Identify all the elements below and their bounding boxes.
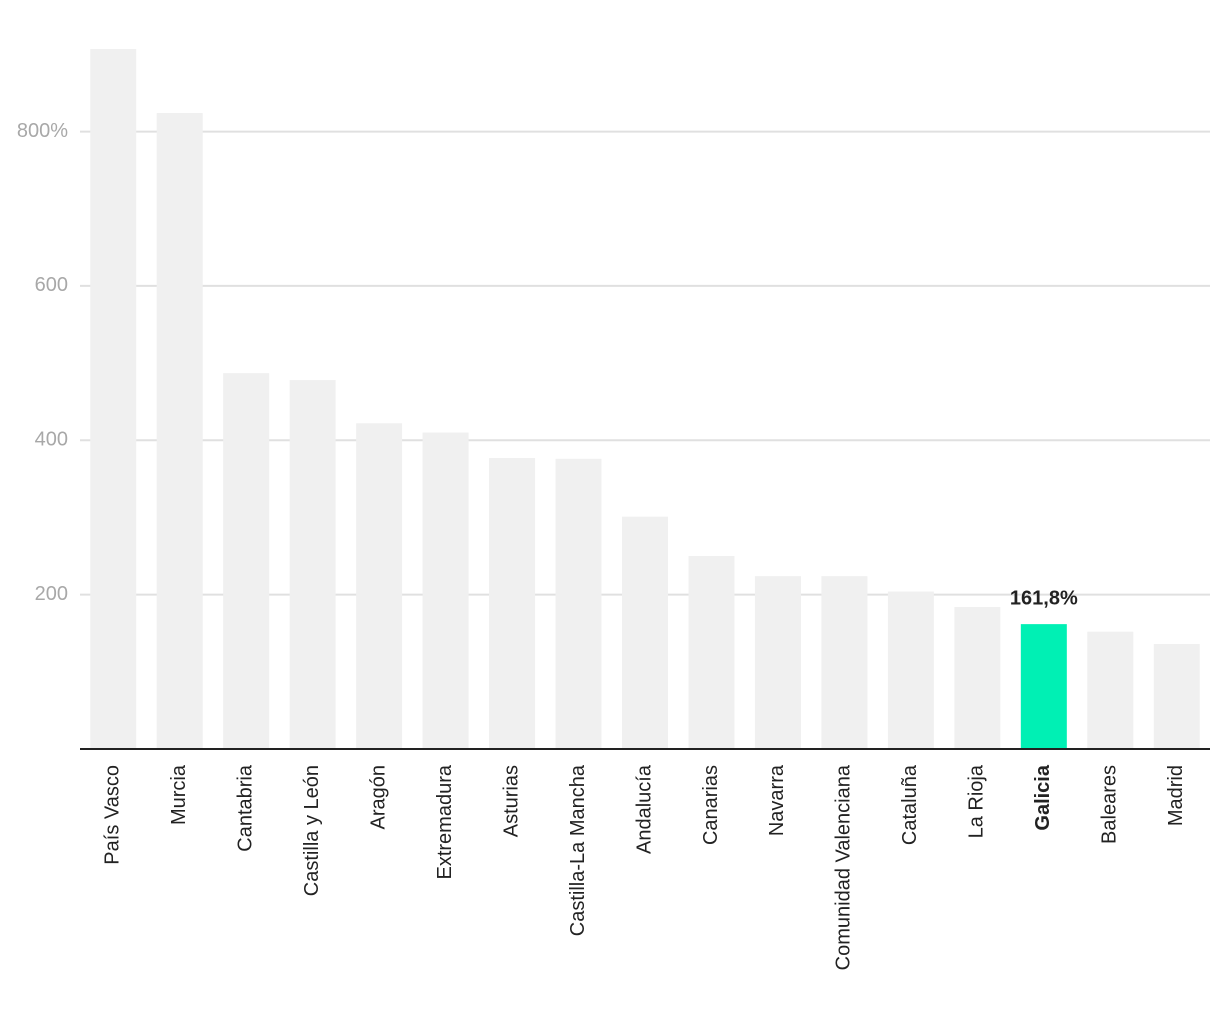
bar [156, 113, 203, 750]
x-tick-label: Andalucía [633, 764, 655, 854]
bar [555, 458, 602, 749]
bar [356, 423, 403, 749]
x-tick-label: Extremadura [434, 764, 456, 879]
x-tick-label: Asturias [500, 765, 522, 837]
bar [887, 591, 934, 749]
x-tick-label: Comunidad Valenciana [833, 764, 855, 970]
bar [289, 380, 336, 749]
bar [688, 556, 735, 749]
x-tick-label: Madrid [1165, 765, 1187, 826]
x-tick-label: Navarra [766, 764, 788, 836]
x-tick-label: Murcia [168, 764, 190, 825]
bar [489, 458, 536, 749]
y-tick-label: 400 [35, 429, 68, 451]
bar [954, 606, 1001, 749]
bar [1153, 644, 1200, 749]
x-tick-label: Galicia [1032, 764, 1054, 830]
bar [422, 432, 469, 749]
x-tick-label: Cataluña [899, 764, 921, 845]
y-tick-label: 800% [17, 120, 68, 142]
x-tick-label: Baleares [1099, 765, 1121, 844]
bar [1087, 631, 1134, 749]
bar [821, 576, 868, 749]
bar [1020, 624, 1067, 749]
x-tick-label: Aragón [367, 765, 389, 830]
y-tick-label: 200 [35, 583, 68, 605]
x-tick-label: Castilla y León [301, 765, 323, 896]
x-tick-label: Castilla-La Mancha [567, 764, 589, 936]
bar [223, 373, 270, 749]
y-tick-label: 600 [35, 274, 68, 296]
bar [754, 576, 801, 749]
bar [622, 516, 668, 749]
value-label: 161,8% [1010, 587, 1078, 609]
x-tick-label: La Rioja [966, 764, 988, 838]
x-tick-label: Cantabria [234, 764, 256, 852]
x-tick-label: País Vasco [102, 765, 124, 865]
x-tick-label: Canarias [700, 765, 722, 845]
bar [90, 49, 137, 749]
